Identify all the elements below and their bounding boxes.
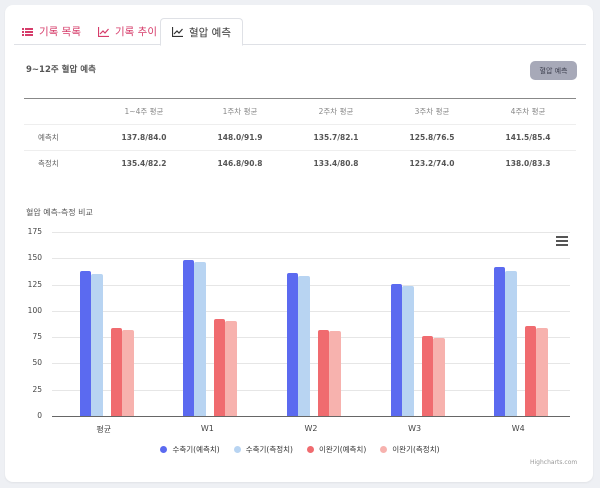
hamburger-menu-icon[interactable] bbox=[556, 236, 568, 246]
table-cell: 123.2/74.0 bbox=[409, 159, 455, 169]
chart-bar[interactable] bbox=[121, 329, 134, 416]
legend-label: 수축기(예측치) bbox=[172, 445, 220, 454]
tab-bp-prediction[interactable]: 혈압 예측 bbox=[160, 18, 243, 46]
chart-bar[interactable] bbox=[214, 319, 226, 416]
prediction-table: 1~4주 평균 1주차 평균 2주차 평균 3주차 평균 4주차 평균 예측치 … bbox=[24, 98, 576, 177]
chart-bar[interactable] bbox=[225, 320, 238, 416]
table-cell: 135.4/82.2 bbox=[121, 159, 167, 169]
legend-label: 이완기(예측치) bbox=[319, 445, 367, 454]
tab-label: 혈압 예측 bbox=[189, 26, 231, 39]
legend-dot-icon bbox=[307, 446, 314, 453]
legend-label: 이완기(측정치) bbox=[392, 445, 440, 454]
list-icon bbox=[22, 27, 33, 36]
table-cell: 133.4/80.8 bbox=[313, 159, 359, 169]
row-label: 측정치 bbox=[38, 159, 59, 169]
prediction-title: 9~12주 혈압 예측 bbox=[26, 65, 96, 75]
tab-label: 기록 목록 bbox=[39, 26, 81, 38]
column-header: 3주차 평균 bbox=[384, 98, 480, 125]
legend-dot-icon bbox=[233, 446, 241, 453]
table-cell: 148.0/91.9 bbox=[192, 124, 288, 151]
chart-bar[interactable] bbox=[318, 329, 329, 416]
chart-bar[interactable] bbox=[421, 335, 433, 416]
legend-item[interactable]: 수축기(측정치) bbox=[233, 444, 293, 455]
chart-bar[interactable] bbox=[194, 261, 207, 416]
table-header-row: 1~4주 평균 1주차 평균 2주차 평균 3주차 평균 4주차 평균 bbox=[24, 98, 576, 125]
legend-item[interactable]: 이완기(측정치) bbox=[380, 444, 440, 455]
column-header: 2주차 평균 bbox=[288, 98, 384, 125]
table-cell: 141.5/85.4 bbox=[480, 124, 576, 151]
legend-label: 수축기(측정치) bbox=[245, 445, 293, 454]
legend-dot-icon bbox=[160, 446, 168, 453]
table-cell: 135.7/82.1 bbox=[288, 124, 384, 151]
chart-bar[interactable] bbox=[390, 283, 402, 416]
chart-bar[interactable] bbox=[90, 273, 103, 416]
tab-label: 기록 추이 bbox=[115, 26, 157, 38]
tab-record-list[interactable]: 기록 목록 bbox=[22, 18, 81, 45]
chart-bar[interactable] bbox=[536, 328, 549, 416]
chart-bar[interactable] bbox=[432, 338, 445, 416]
chart-bar[interactable] bbox=[525, 326, 537, 416]
table-row: 측정치 135.4/82.2 146.8/90.8 133.4/80.8 123… bbox=[24, 151, 576, 177]
chart-bar[interactable] bbox=[494, 267, 506, 416]
column-header bbox=[24, 98, 96, 125]
table-cell: 146.8/90.8 bbox=[217, 159, 263, 169]
column-header: 4주차 평균 bbox=[480, 98, 576, 125]
column-header: 1주차 평균 bbox=[192, 98, 288, 125]
chart-bar[interactable] bbox=[110, 327, 122, 416]
chart-bar[interactable] bbox=[401, 286, 414, 416]
column-header: 1~4주 평균 bbox=[96, 98, 192, 125]
line-chart-icon bbox=[172, 27, 183, 37]
legend-item[interactable]: 이완기(예측치) bbox=[307, 444, 366, 455]
chart-bar[interactable] bbox=[183, 260, 195, 416]
chart-bar[interactable] bbox=[298, 275, 310, 416]
table-row: 예측치 137.8/84.0 148.0/91.9 135.7/82.1 125… bbox=[24, 124, 576, 151]
chart-bar[interactable] bbox=[329, 331, 341, 416]
legend-dot-icon bbox=[380, 446, 388, 453]
table-cell: 138.0/83.3 bbox=[505, 159, 551, 169]
tab-record-trend[interactable]: 기록 추이 bbox=[98, 18, 157, 45]
chart-legend: 수축기(예측치) 수축기(측정치) 이완기(예측치) 이완기(측정치) bbox=[0, 444, 600, 455]
chart-bar[interactable] bbox=[287, 273, 298, 416]
chart-bar[interactable] bbox=[505, 270, 518, 416]
bp-predict-button[interactable]: 혈압 예측 bbox=[530, 61, 577, 80]
table-cell: 137.8/84.0 bbox=[96, 124, 192, 151]
row-label: 예측치 bbox=[24, 124, 96, 151]
legend-item[interactable]: 수축기(예측치) bbox=[160, 444, 220, 455]
tab-bar: 기록 목록 기록 추이 혈압 예측 bbox=[14, 14, 586, 46]
table-cell: 125.8/76.5 bbox=[384, 124, 480, 151]
line-chart-icon bbox=[98, 26, 109, 37]
chart-bar[interactable] bbox=[79, 271, 91, 416]
